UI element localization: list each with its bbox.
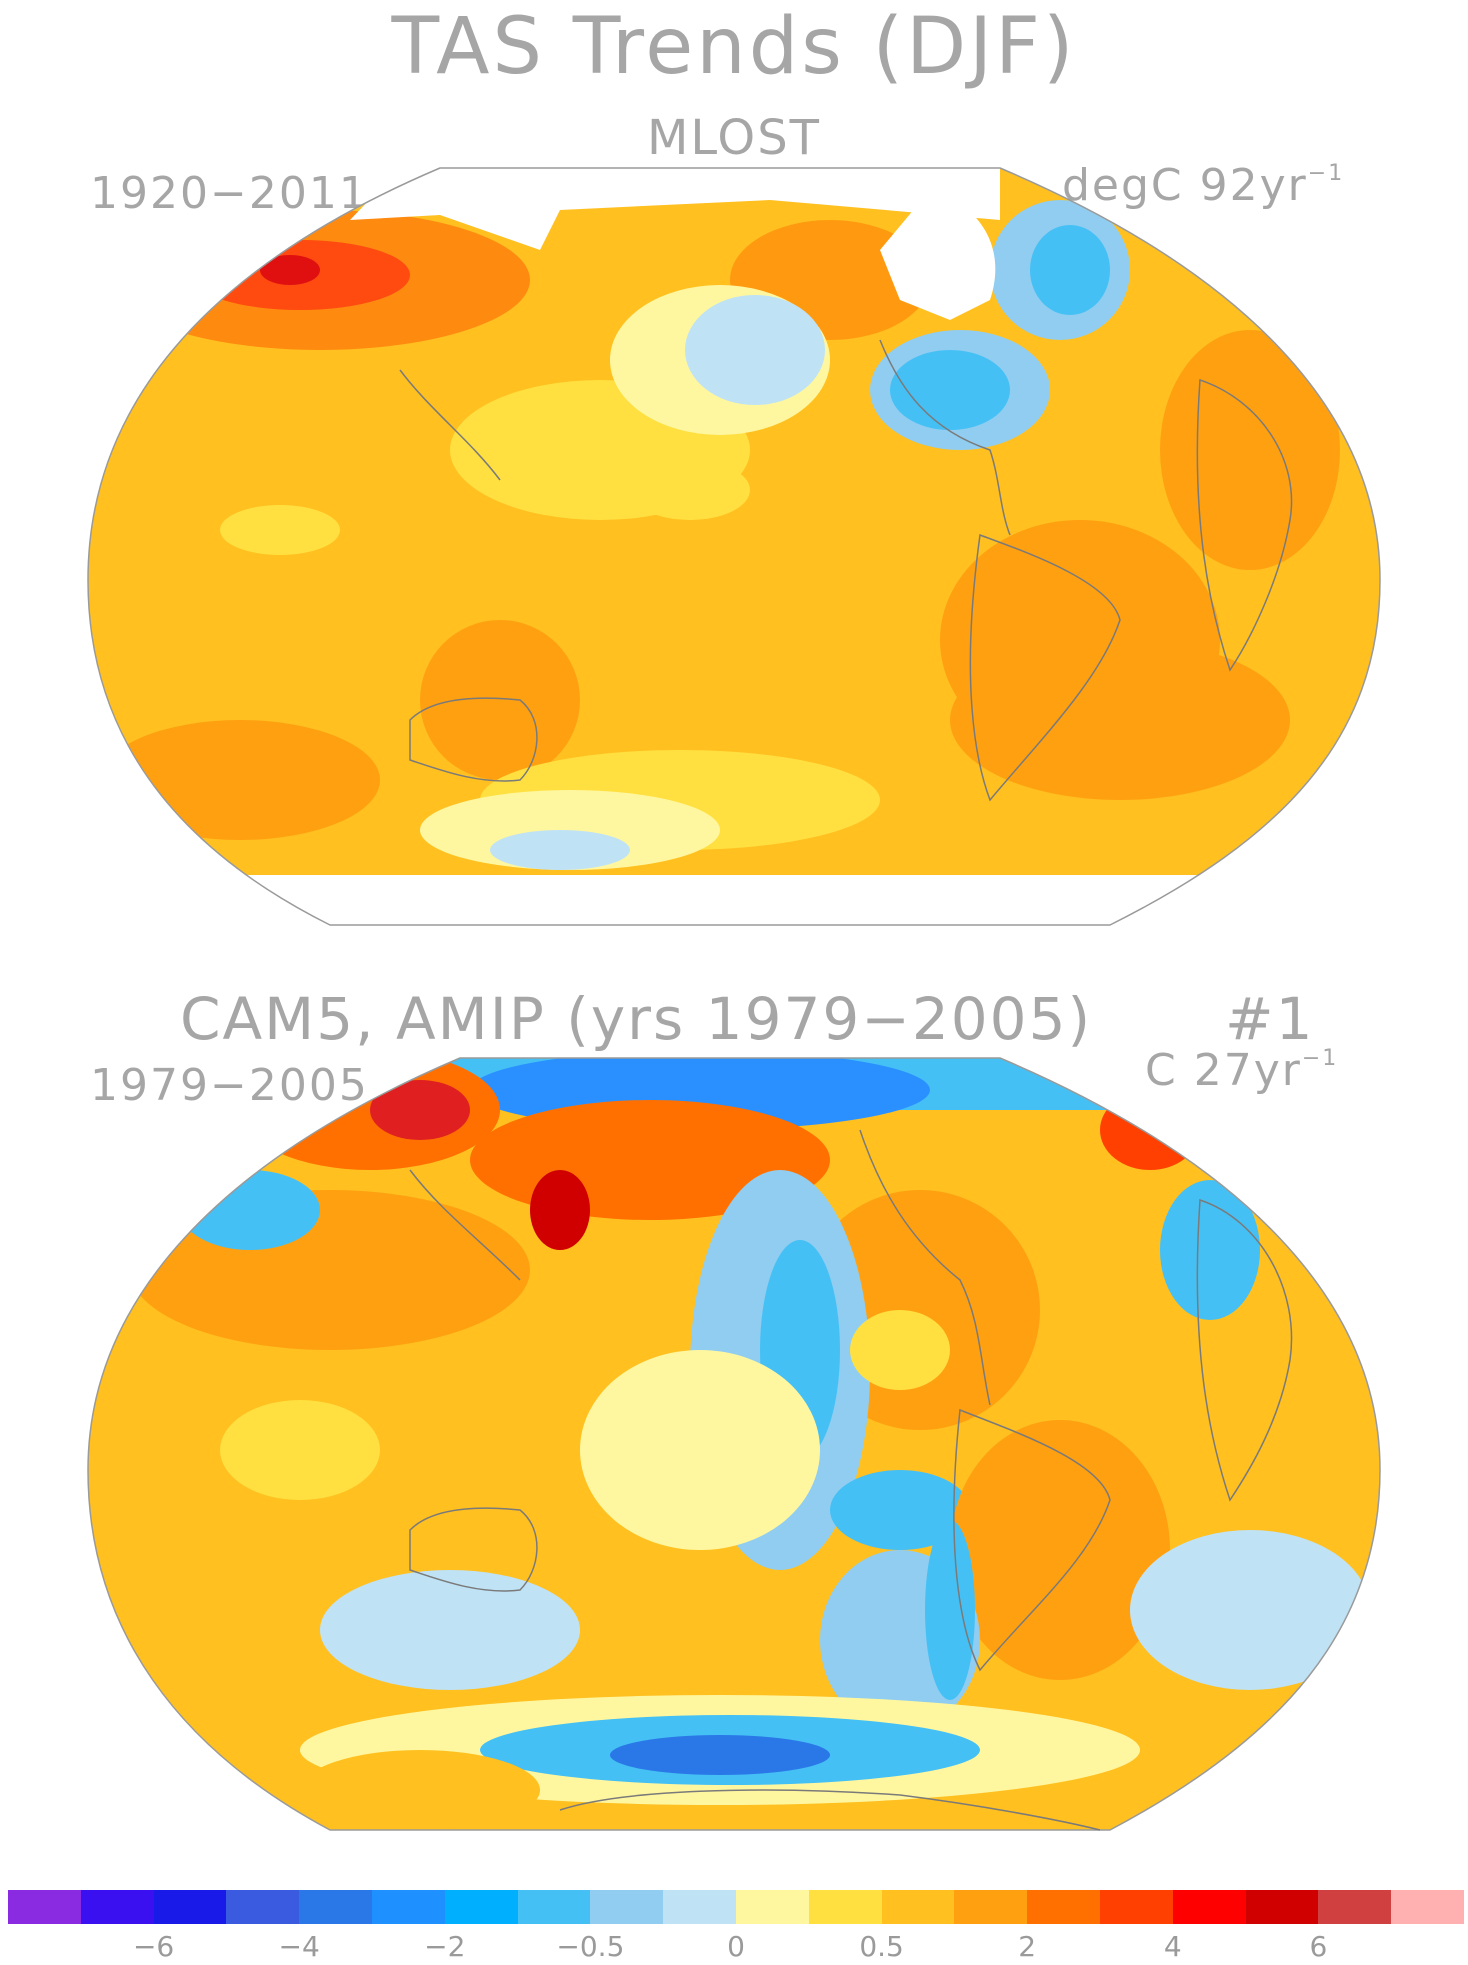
colorbar-swatch bbox=[1099, 1890, 1173, 1924]
colorbar-swatch bbox=[1391, 1890, 1464, 1924]
panel1-period-label: 1920−2011 bbox=[90, 168, 369, 219]
colorbar-tick-label: −6 bbox=[132, 1930, 175, 1963]
colorbar-swatch bbox=[153, 1890, 227, 1924]
colorbar-swatch bbox=[371, 1890, 445, 1924]
panel2-units-exponent: −1 bbox=[1301, 1046, 1339, 1071]
panel2-title: CAM5, AMIP (yrs 1979−2005) bbox=[180, 985, 1093, 1053]
colorbar-swatch bbox=[1172, 1890, 1246, 1924]
colorbar-tick-label: −0.5 bbox=[556, 1930, 625, 1963]
colorbar-swatch bbox=[735, 1890, 809, 1924]
colorbar-swatch bbox=[881, 1890, 955, 1924]
panel1-map bbox=[87, 167, 1381, 926]
colorbar-swatch bbox=[808, 1890, 882, 1924]
colorbar-swatch bbox=[444, 1890, 518, 1924]
colorbar-tick-label: 0 bbox=[727, 1930, 745, 1963]
colorbar-tick-label: 0.5 bbox=[859, 1930, 904, 1963]
colorbar-tick-label: 6 bbox=[1309, 1930, 1328, 1963]
colorbar-swatch bbox=[954, 1890, 1028, 1924]
colorbar-tick-label: 4 bbox=[1163, 1930, 1182, 1963]
panel1-units-exponent: −1 bbox=[1307, 161, 1345, 186]
panel2-units-text: C 27yr bbox=[1145, 1045, 1302, 1096]
colorbar-swatch bbox=[226, 1890, 300, 1924]
panel2-ensemble-number: #1 bbox=[1225, 985, 1315, 1053]
colorbar-swatch bbox=[517, 1890, 591, 1924]
colorbar-swatch bbox=[299, 1890, 372, 1924]
colorbar-swatch bbox=[590, 1890, 664, 1924]
figure-title: TAS Trends (DJF) bbox=[391, 2, 1077, 92]
panel1-units-label: degC 92yr−1 bbox=[1062, 160, 1344, 211]
colorbar-tick-label: 2 bbox=[1018, 1930, 1037, 1963]
colorbar-swatch bbox=[80, 1890, 154, 1924]
panel2-period-label: 1979−2005 bbox=[90, 1060, 369, 1111]
colorbar-tick-label: −2 bbox=[424, 1930, 466, 1963]
colorbar-swatch bbox=[8, 1890, 81, 1924]
colorbar-tick-label: −4 bbox=[278, 1930, 320, 1963]
panel2-units-label: C 27yr−1 bbox=[1145, 1045, 1338, 1096]
colorbar-swatch bbox=[1027, 1890, 1100, 1924]
panel2-map bbox=[87, 1057, 1381, 1831]
colorbar-swatch bbox=[1245, 1890, 1319, 1924]
colorbar-swatch bbox=[663, 1890, 736, 1924]
colorbar-swatch bbox=[1318, 1890, 1392, 1924]
colorbar bbox=[8, 1890, 1464, 1924]
panel1-subtitle: MLOST bbox=[646, 110, 821, 166]
colorbar-tick-labels: −6 −4 −2 −0.5 0 0.5 2 4 6 bbox=[0, 1930, 1468, 1964]
panel1-units-text: degC 92yr bbox=[1062, 160, 1308, 211]
